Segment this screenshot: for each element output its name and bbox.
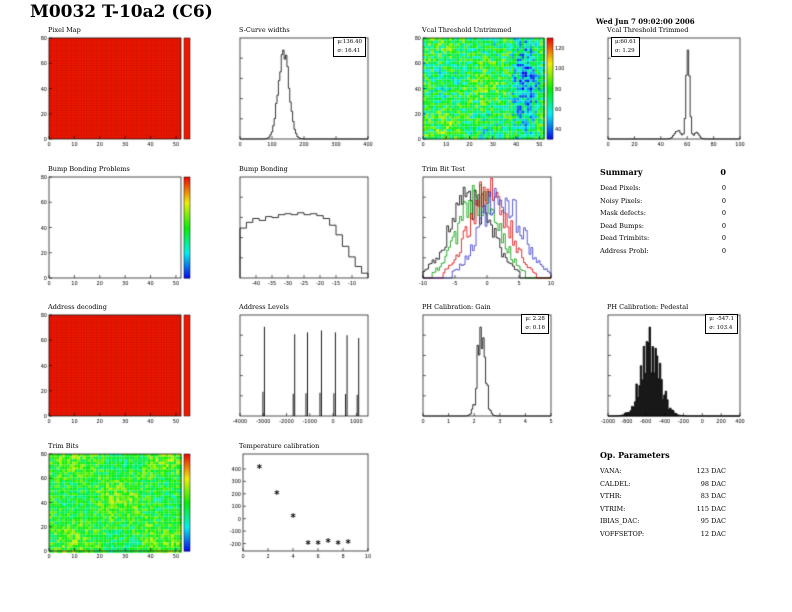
address-decoding-plot — [36, 312, 194, 426]
bump-bonding-plot — [227, 174, 373, 288]
summary-rows: Dead Pixels: 0 Noisy Pixels: 0 Mask defects:… — [600, 184, 726, 255]
trim-bits-plot — [36, 451, 194, 561]
panel-temp-calibration: Temperature calibration — [227, 442, 373, 561]
plot-title: PH Calibration: Pedestal — [607, 303, 689, 311]
pixel-map-plot — [36, 35, 194, 149]
plot-title: Address Levels — [239, 303, 289, 311]
summary-total-value: 0 — [720, 167, 726, 177]
stat-mean: μ: -547.1 — [709, 316, 734, 322]
summary-heading-row: Summary 0 — [600, 167, 726, 177]
param-row: Address Probl: 0 — [600, 246, 726, 255]
panel-ph-pedestal: PH Calibration: Pedestal μ: -547.1 σ: 10… — [595, 303, 745, 426]
op-parameters-heading: Op. Parameters — [600, 450, 670, 460]
op-parameters-rows: VANA: 123 DAC CALDEL: 98 DAC VTHR: 83 DAC VTRI… — [600, 467, 726, 538]
plot-title: S-Curve widths — [239, 26, 290, 34]
stat-mean: μ:60.61 — [615, 39, 637, 45]
param-row: Noisy Pixels: 0 — [600, 196, 726, 205]
summary-heading: Summary — [600, 167, 643, 177]
stats-box: μ: 2.28 σ: 0.16 — [521, 314, 549, 334]
stats-box: μ:60.61 σ: 1.29 — [611, 37, 641, 57]
param-row: VTHR: 83 DAC — [600, 492, 726, 500]
stats-box: μ: -547.1 σ: 103.4 — [705, 314, 738, 334]
temp-calibration-plot — [227, 451, 373, 561]
page-title: M0032 T-10a2 (C6) — [30, 2, 213, 22]
plot-title: Pixel Map — [48, 26, 81, 34]
bump-problems-plot — [36, 174, 194, 288]
op-parameters-panel: Op. Parameters VANA: 123 DAC CALDEL: 98 DAC… — [600, 450, 726, 542]
stat-mean: μ: 2.28 — [525, 316, 545, 322]
panel-bump-problems: Bump Bonding Problems — [36, 165, 194, 288]
stat-sigma: σ: 1.29 — [615, 47, 635, 54]
stat-sigma: σ: 0.16 — [525, 324, 545, 331]
vcal-untrimmed-plot — [410, 35, 568, 149]
plot-title: Vcal Threshold Trimmed — [607, 26, 689, 34]
param-row: Dead Pixels: 0 — [600, 184, 726, 192]
param-row: IBIAS_DAC: 95 DAC — [600, 517, 726, 525]
param-row: VANA: 123 DAC — [600, 467, 726, 475]
stats-box: μ:136.40 σ: 16.41 — [333, 37, 366, 57]
plot-title: Bump Bonding Problems — [48, 165, 130, 173]
address-levels-plot — [227, 312, 373, 426]
param-row: Mask defects: 0 — [600, 209, 726, 217]
plot-title: Trim Bit Test — [422, 165, 465, 173]
panel-ph-gain: PH Calibration: Gain μ: 2.28 σ: 0.16 — [410, 303, 556, 426]
panel-scurve-widths: S-Curve widths μ:136.40 σ: 16.41 — [227, 26, 373, 149]
panel-bump-bonding: Bump Bonding — [227, 165, 373, 288]
stat-mean: μ:136.40 — [337, 39, 362, 45]
plot-title: Vcal Threshold Untrimmed — [422, 26, 512, 34]
panel-trim-bits: Trim Bits — [36, 442, 194, 561]
plot-title: PH Calibration: Gain — [422, 303, 491, 311]
plot-title: Trim Bits — [48, 442, 79, 450]
plot-title: Address decoding — [48, 303, 107, 311]
panel-address-levels: Address Levels — [227, 303, 373, 426]
plot-title: Temperature calibration — [239, 442, 320, 450]
panel-vcal-untrimmed: Vcal Threshold Untrimmed — [410, 26, 568, 149]
op-parameters-heading-row: Op. Parameters — [600, 450, 726, 460]
panel-trimbit-test: Trim Bit Test — [410, 165, 556, 288]
summary-panel: Summary 0 Dead Pixels: 0 Noisy Pixels: 0 Mas… — [600, 167, 726, 259]
timestamp: Wed Jun 7 09:02:00 2006 — [596, 17, 695, 26]
param-row: CALDEL: 98 DAC — [600, 479, 726, 488]
panel-address-decoding: Address decoding — [36, 303, 194, 426]
stat-sigma: σ: 103.4 — [709, 324, 733, 331]
param-row: Dead Trimbits: 0 — [600, 234, 726, 242]
panel-pixel-map: Pixel Map — [36, 26, 194, 149]
panel-vcal-trimmed: Vcal Threshold Trimmed μ:60.61 σ: 1.29 — [595, 26, 745, 149]
trimbit-test-plot — [410, 174, 556, 288]
param-row: Dead Bumps: 0 — [600, 221, 726, 230]
param-row: VOFFSETOP: 12 DAC — [600, 529, 726, 538]
stat-sigma: σ: 16.41 — [337, 47, 361, 54]
plot-title: Bump Bonding — [239, 165, 288, 173]
param-row: VTRIM: 115 DAC — [600, 504, 726, 513]
